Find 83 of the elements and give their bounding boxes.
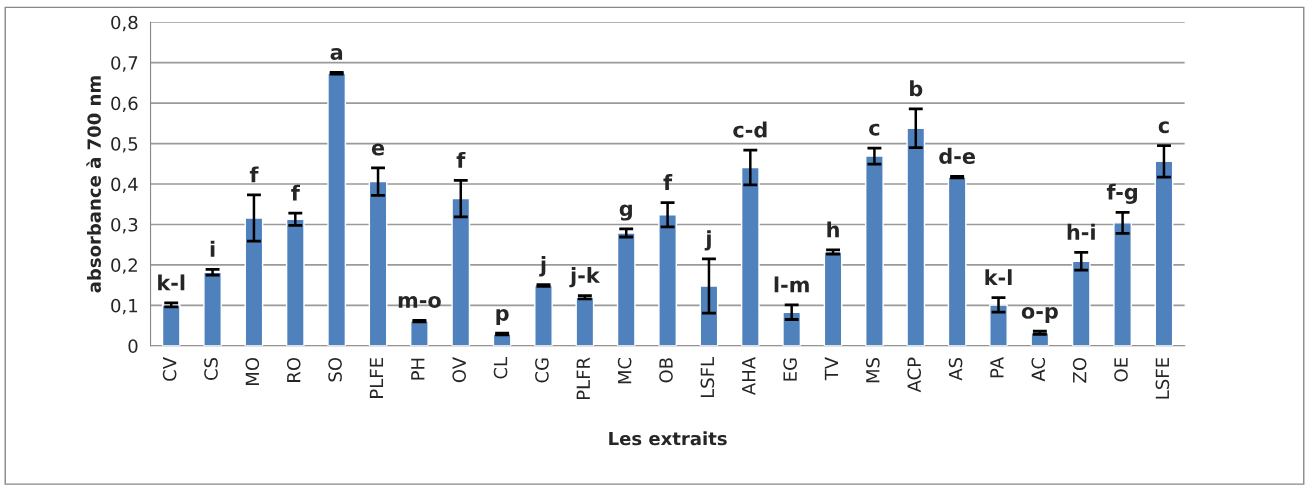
annotation: f-g bbox=[1106, 183, 1137, 204]
annotation: f bbox=[249, 166, 259, 183]
x-tick-label: ACP bbox=[907, 357, 922, 393]
annotation: k-l bbox=[985, 269, 1012, 285]
annotation: o-p bbox=[1021, 306, 1058, 323]
x-tick-label: MC bbox=[617, 357, 632, 384]
annotation: d-e bbox=[939, 147, 975, 164]
annotation: h-i bbox=[1067, 223, 1095, 240]
bar bbox=[699, 285, 719, 346]
annotation: j bbox=[539, 256, 546, 277]
x-tick-label: RO bbox=[286, 357, 301, 382]
x-tick-label: OE bbox=[1114, 358, 1128, 382]
x-tick-label: ZO bbox=[1072, 357, 1087, 383]
bar bbox=[616, 232, 636, 346]
bar bbox=[823, 251, 843, 346]
bar bbox=[1071, 260, 1091, 346]
bar bbox=[534, 284, 553, 346]
annotation: m-o bbox=[398, 295, 441, 308]
y-axis-title: absorbance à 700 nm bbox=[86, 76, 101, 293]
annotation: p bbox=[496, 308, 509, 325]
y-tick-label: 0,7 bbox=[111, 56, 138, 72]
y-tick-label: 0,4 bbox=[111, 177, 138, 193]
bar bbox=[989, 304, 1008, 346]
annotation: f bbox=[291, 184, 301, 201]
x-tick-label: LSFE bbox=[1155, 358, 1170, 399]
bar bbox=[575, 296, 595, 346]
x-tick-label: AC bbox=[1031, 357, 1046, 382]
y-tick-label: 0,6 bbox=[111, 96, 138, 113]
annotation: g bbox=[619, 204, 632, 221]
x-tick-label: SO bbox=[328, 357, 342, 382]
x-tick-label: PH bbox=[411, 358, 425, 380]
x-tick-label: PA bbox=[990, 357, 1004, 378]
y-tick-label: 0,5 bbox=[111, 137, 138, 153]
annotation: h bbox=[827, 221, 839, 238]
bar bbox=[947, 176, 967, 346]
bar bbox=[410, 320, 429, 346]
x-tick-label: OV bbox=[452, 357, 467, 383]
bar bbox=[1154, 160, 1174, 346]
annotation: j bbox=[704, 230, 711, 251]
annotation: f bbox=[663, 174, 673, 190]
bar bbox=[1113, 222, 1132, 346]
x-tick-label: PLFE bbox=[369, 358, 384, 398]
bar bbox=[161, 304, 181, 346]
bar bbox=[906, 127, 926, 346]
y-tick-label: 0 bbox=[128, 339, 138, 353]
annotation: e bbox=[371, 143, 385, 156]
x-tick-label: CG bbox=[535, 358, 549, 383]
x-axis-title: Les extraits bbox=[609, 431, 727, 446]
x-tick-label: MS bbox=[865, 357, 880, 383]
x-tick-label: AS bbox=[948, 357, 963, 381]
annotation: c-d bbox=[733, 121, 767, 138]
x-tick-label: MO bbox=[245, 357, 260, 385]
annotation: j-k bbox=[569, 266, 601, 288]
x-tick-label: PLFR bbox=[576, 357, 590, 400]
bar bbox=[658, 214, 677, 346]
bar bbox=[327, 72, 347, 346]
y-tick-label: 0,3 bbox=[111, 217, 138, 234]
annotation: c bbox=[869, 123, 880, 136]
bar bbox=[368, 180, 388, 346]
annotation: k-l bbox=[158, 274, 185, 291]
x-tick-label: LSFL bbox=[700, 357, 715, 398]
bar bbox=[244, 217, 264, 346]
x-tick-label: AHA bbox=[742, 357, 756, 396]
annotation: c bbox=[1158, 121, 1169, 134]
y-tick-label: 0,2 bbox=[111, 258, 137, 274]
bar bbox=[285, 218, 305, 346]
x-tick-label: TV bbox=[824, 357, 839, 381]
bar bbox=[451, 197, 471, 346]
bar bbox=[740, 166, 760, 346]
annotation: l-m bbox=[774, 276, 809, 293]
x-tick-label: CS bbox=[204, 357, 218, 380]
annotation: i bbox=[210, 240, 215, 257]
x-tick-label: CL bbox=[493, 357, 508, 379]
annotation: a bbox=[330, 48, 343, 61]
bar bbox=[865, 155, 884, 346]
x-tick-label: EG bbox=[783, 358, 797, 381]
annotation: b bbox=[910, 80, 923, 97]
x-tick-label: OB bbox=[659, 358, 673, 383]
annotation: f bbox=[456, 151, 466, 168]
bar bbox=[203, 271, 222, 346]
y-tick-label: 0,1 bbox=[111, 298, 138, 315]
y-tick-label: 0,8 bbox=[111, 15, 138, 32]
x-tick-label: CV bbox=[162, 357, 177, 381]
